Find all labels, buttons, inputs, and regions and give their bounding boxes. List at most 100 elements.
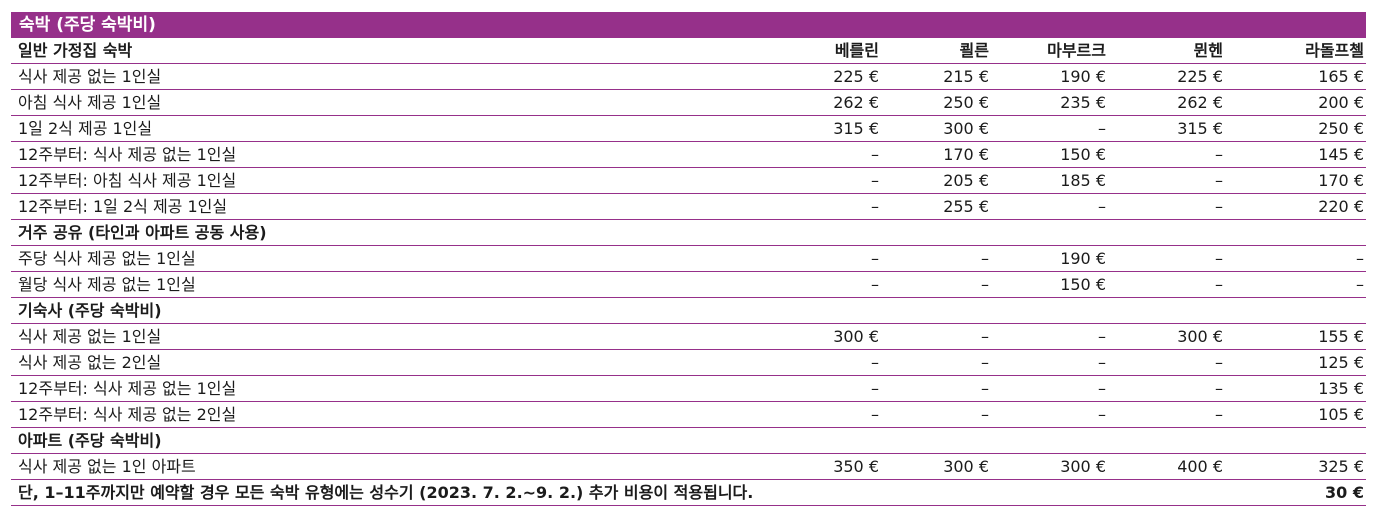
price-cell: – xyxy=(1225,271,1366,298)
price-cell: – xyxy=(991,349,1108,376)
price-cell: – xyxy=(881,375,991,402)
price-cell: – xyxy=(781,167,881,194)
price-cell: – xyxy=(781,271,881,298)
table-row: 1일 2식 제공 1인실 315 €300 € –315 €250 € xyxy=(11,115,1366,142)
surcharge-note: 단, 1–11주까지만 예약할 경우 모든 숙박 유형에는 성수기 (2023.… xyxy=(11,479,1225,506)
column-header xyxy=(1108,427,1225,454)
row-label: 식사 제공 없는 1인실 xyxy=(11,323,781,350)
surcharge-note-row: 단, 1–11주까지만 예약할 경우 모든 숙박 유형에는 성수기 (2023.… xyxy=(11,479,1366,506)
column-header xyxy=(1225,219,1366,246)
row-label: 아침 식사 제공 1인실 xyxy=(11,89,781,116)
price-cell: 262 € xyxy=(1108,89,1225,116)
price-cell: 300 € xyxy=(881,115,991,142)
table-row: 식사 제공 없는 1인실 300 € – –300 €155 € xyxy=(11,323,1366,350)
row-label: 12주부터: 식사 제공 없는 1인실 xyxy=(11,375,781,402)
price-cell: – xyxy=(991,193,1108,220)
accommodation-price-table: 숙박 (주당 숙박비) 일반 가정집 숙박 베를린 쾰른 마부르크 뮌헨 라돌프첼 식사 제… xyxy=(11,12,1366,506)
price-cell: – xyxy=(1108,349,1225,376)
price-cell: – xyxy=(1108,193,1225,220)
price-cell: 300 € xyxy=(1108,323,1225,350)
price-cell: 205 € xyxy=(881,167,991,194)
row-label: 12주부터: 식사 제공 없는 2인실 xyxy=(11,401,781,428)
price-cell: 170 € xyxy=(1225,167,1366,194)
price-cell: 150 € xyxy=(991,271,1108,298)
table-row: 12주부터: 1일 2식 제공 1인실 –255 € – –220 € xyxy=(11,193,1366,220)
column-header: 마부르크 xyxy=(991,38,1108,64)
column-header xyxy=(781,427,881,454)
table-row: 12주부터: 식사 제공 없는 2인실 – – – –105 € xyxy=(11,401,1366,428)
price-cell: – xyxy=(1108,401,1225,428)
table-row: 월당 식사 제공 없는 1인실 – –150 € – – xyxy=(11,271,1366,298)
column-header xyxy=(1225,297,1366,324)
table-row: 식사 제공 없는 2인실 – – – –125 € xyxy=(11,349,1366,376)
column-header xyxy=(881,297,991,324)
price-cell: 250 € xyxy=(1225,115,1366,142)
price-cell: – xyxy=(881,245,991,272)
price-cell: – xyxy=(881,349,991,376)
price-cell: 170 € xyxy=(881,141,991,168)
price-cell: 200 € xyxy=(1225,89,1366,116)
price-cell: 150 € xyxy=(991,141,1108,168)
price-cell: 262 € xyxy=(781,89,881,116)
column-header xyxy=(991,219,1108,246)
price-cell: 400 € xyxy=(1108,453,1225,480)
section-header-row: 아파트 (주당 숙박비) xyxy=(11,427,1366,454)
table-row: 식사 제공 없는 1인 아파트 350 €300 €300 €400 €325 € xyxy=(11,453,1366,480)
table-row: 12주부터: 식사 제공 없는 1인실 –170 €150 € –145 € xyxy=(11,141,1366,168)
price-cell: – xyxy=(781,245,881,272)
section-heading: 아파트 (주당 숙박비) xyxy=(11,427,781,454)
price-cell: 235 € xyxy=(991,89,1108,116)
column-header xyxy=(781,297,881,324)
price-cell: 300 € xyxy=(881,453,991,480)
price-cell: – xyxy=(781,401,881,428)
price-cell: – xyxy=(1225,245,1366,272)
column-header: 라돌프첼 xyxy=(1225,38,1366,64)
price-cell: 125 € xyxy=(1225,349,1366,376)
section-heading: 기숙사 (주당 숙박비) xyxy=(11,297,781,324)
table-row: 12주부터: 아침 식사 제공 1인실 –205 €185 € –170 € xyxy=(11,167,1366,194)
column-header: 쾰른 xyxy=(881,38,991,64)
column-header xyxy=(881,219,991,246)
column-header xyxy=(781,219,881,246)
price-cell: 225 € xyxy=(1108,63,1225,90)
table-title: 숙박 (주당 숙박비) xyxy=(11,12,1366,38)
column-header: 베를린 xyxy=(781,38,881,64)
price-cell: 105 € xyxy=(1225,401,1366,428)
price-cell: – xyxy=(781,193,881,220)
price-cell: – xyxy=(781,141,881,168)
price-cell: – xyxy=(1108,167,1225,194)
price-cell: 145 € xyxy=(1225,141,1366,168)
row-label: 12주부터: 1일 2식 제공 1인실 xyxy=(11,193,781,220)
price-cell: 315 € xyxy=(1108,115,1225,142)
row-label: 식사 제공 없는 1인실 xyxy=(11,63,781,90)
price-cell: – xyxy=(881,323,991,350)
price-cell: 325 € xyxy=(1225,453,1366,480)
row-label: 월당 식사 제공 없는 1인실 xyxy=(11,271,781,298)
section-header-row: 기숙사 (주당 숙박비) xyxy=(11,297,1366,324)
column-header xyxy=(881,427,991,454)
price-cell: – xyxy=(781,349,881,376)
price-table: 일반 가정집 숙박 베를린 쾰른 마부르크 뮌헨 라돌프첼 식사 제공 없는 1인실 225 … xyxy=(11,38,1366,506)
row-label: 식사 제공 없는 2인실 xyxy=(11,349,781,376)
price-cell: 300 € xyxy=(991,453,1108,480)
price-cell: – xyxy=(991,323,1108,350)
price-cell: – xyxy=(881,401,991,428)
price-cell: 250 € xyxy=(881,89,991,116)
price-cell: – xyxy=(881,271,991,298)
price-cell: 190 € xyxy=(991,245,1108,272)
price-cell: 225 € xyxy=(781,63,881,90)
section-header-row: 거주 공유 (타인과 아파트 공동 사용) xyxy=(11,219,1366,246)
row-label: 주당 식사 제공 없는 1인실 xyxy=(11,245,781,272)
price-cell: – xyxy=(991,115,1108,142)
column-header xyxy=(991,297,1108,324)
price-cell: 190 € xyxy=(991,63,1108,90)
row-label: 식사 제공 없는 1인 아파트 xyxy=(11,453,781,480)
table-row: 주당 식사 제공 없는 1인실 – –190 € – – xyxy=(11,245,1366,272)
price-cell: 215 € xyxy=(881,63,991,90)
price-cell: – xyxy=(781,375,881,402)
price-cell: – xyxy=(1108,271,1225,298)
row-label: 1일 2식 제공 1인실 xyxy=(11,115,781,142)
column-header xyxy=(1108,219,1225,246)
column-header xyxy=(1225,427,1366,454)
table-row: 아침 식사 제공 1인실 262 €250 €235 €262 €200 € xyxy=(11,89,1366,116)
